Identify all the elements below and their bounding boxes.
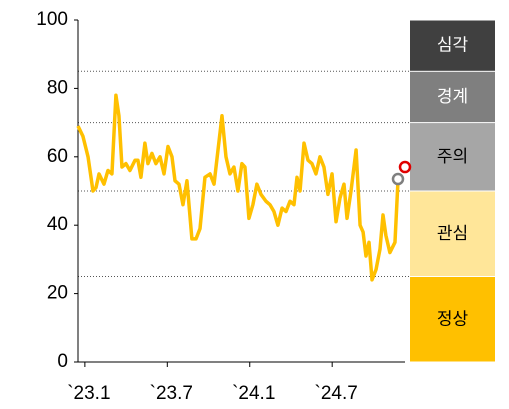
y-tick-label: 0 [57,351,68,372]
highlight-point [391,172,405,186]
zone-label: 경계 [437,87,468,107]
x-tick-label: `24.1 [232,383,275,404]
x-tick-label: `23.1 [67,383,110,404]
y-tick-label: 20 [47,283,68,304]
zone-label: 주의 [437,147,468,167]
zone-band [410,71,495,123]
zone-label: 정상 [437,309,469,329]
y-tick-label: 60 [47,146,68,167]
zone-band [410,191,495,276]
y-tick-label: 80 [47,77,68,98]
x-tick-label: `23.7 [150,383,193,404]
zone-band [410,123,495,191]
zone-band [410,20,495,71]
zone-band [410,277,495,362]
series-line [76,93,400,282]
y-tick-label: 100 [36,9,68,30]
x-tick-label: `24.7 [315,383,358,404]
y-tick-label: 40 [47,214,68,235]
zone-label: 관심 [437,224,468,244]
highlight-point [398,160,412,174]
zone-label: 심각 [437,36,469,56]
